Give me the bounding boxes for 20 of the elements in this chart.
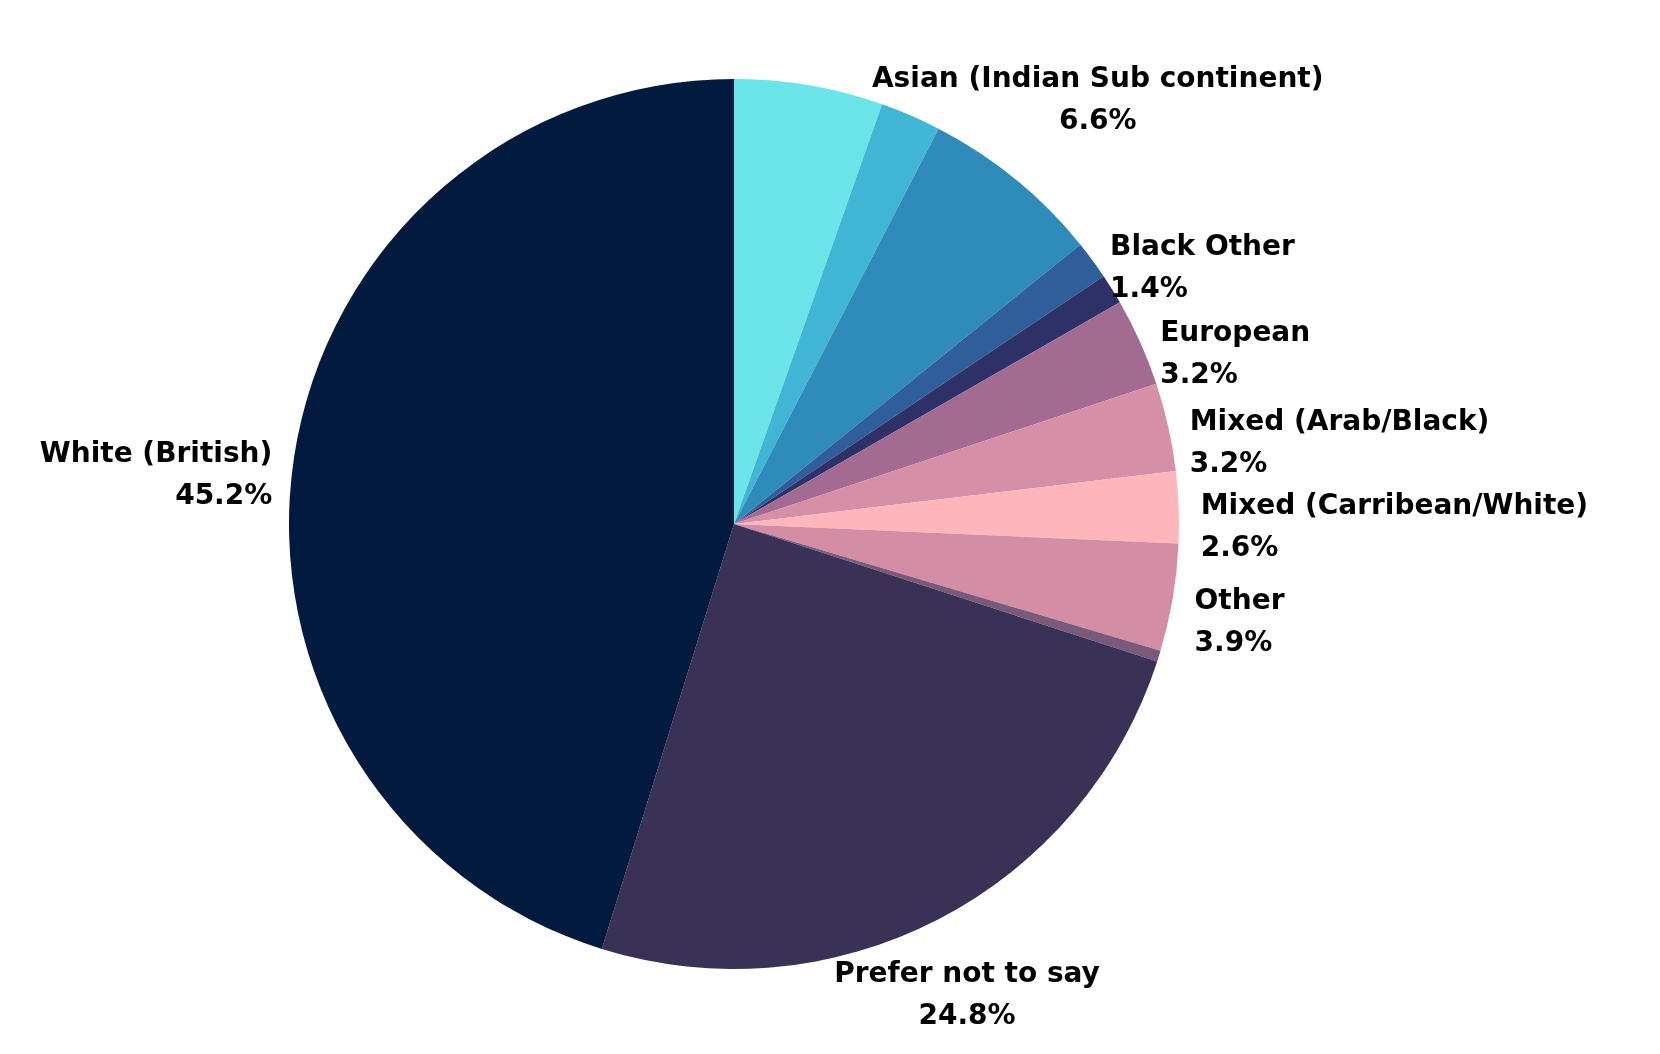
slice-label: Black Other: [1110, 229, 1295, 263]
slice-label: Mixed (Carribean/White): [1200, 488, 1589, 522]
data-label: 45.2%: [175, 477, 273, 511]
slice-label: Prefer not to say: [834, 956, 1100, 990]
data-label: 1.4%: [1110, 271, 1188, 305]
data-label: 3.9%: [1194, 625, 1273, 659]
slice-label: White (British): [39, 435, 273, 469]
pie-slice: [734, 302, 1157, 524]
pie-slice: [289, 79, 734, 949]
data-label: 6.6%: [1058, 102, 1137, 136]
slice-label: Mixed (Arab/Black): [1189, 404, 1490, 438]
slice-label: Asian (Indian Sub continent): [871, 60, 1324, 94]
pie-slice: [734, 128, 1081, 524]
data-label: 2.6%: [1200, 530, 1279, 564]
data-label: 24.8%: [918, 998, 1016, 1032]
slice-label: European: [1160, 315, 1311, 349]
data-label: 3.2%: [1160, 357, 1238, 391]
data-label: 3.2%: [1189, 446, 1268, 480]
slice-label: Other: [1194, 583, 1285, 617]
pie-slice: [734, 104, 939, 524]
